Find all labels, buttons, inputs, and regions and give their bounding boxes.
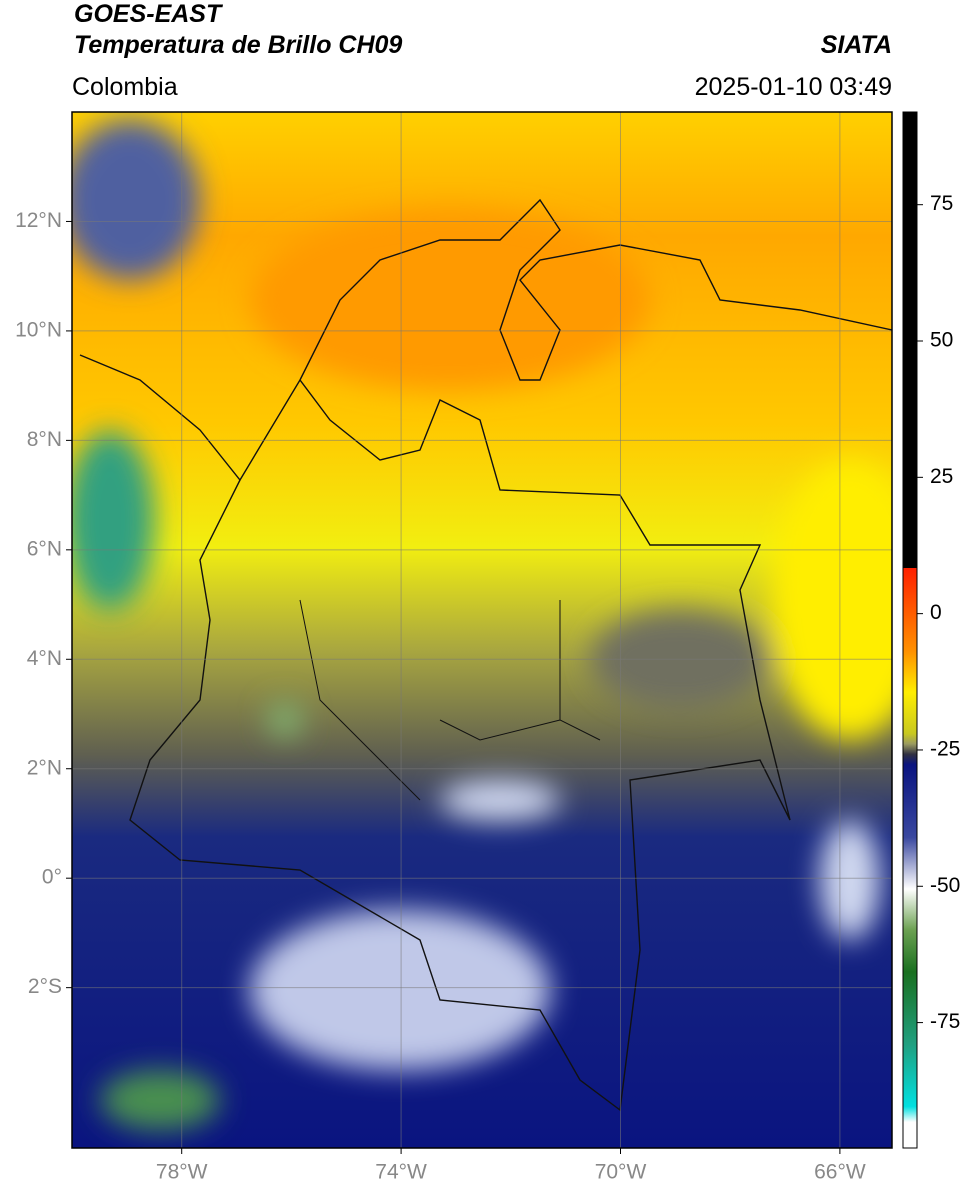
colorbar-tick-label: 50 <box>930 329 953 352</box>
colorbar-tick-label: 0 <box>930 601 942 624</box>
lat-tick-label: 8°N <box>27 428 62 451</box>
lon-tick-label: 70°W <box>595 1161 647 1184</box>
datetime: 2025-01-10 03:49 <box>695 73 892 101</box>
lon-tick-label: 78°W <box>156 1161 208 1184</box>
lat-tick-label: 10°N <box>15 318 62 341</box>
lon-tick-label: 66°W <box>814 1161 866 1184</box>
satellite-image <box>72 112 892 1148</box>
subtitle: Temperatura de Brillo CH09 <box>74 31 402 59</box>
lat-tick-label: 2°S <box>28 975 62 998</box>
region: Colombia <box>72 73 178 101</box>
colorbar-tick-label: -75 <box>930 1010 960 1033</box>
lat-tick-label: 4°N <box>27 647 62 670</box>
map-frame <box>71 111 893 1149</box>
colorbar-tick-label: -25 <box>930 738 960 761</box>
lat-tick-label: 0° <box>42 866 62 889</box>
lat-tick-label: 12°N <box>15 209 62 232</box>
lat-tick-label: 6°N <box>27 537 62 560</box>
lat-tick-label: 2°N <box>27 756 62 779</box>
colorbar-tick-label: 75 <box>930 192 953 215</box>
colorbar <box>902 111 918 1149</box>
source: SIATA <box>821 31 892 59</box>
graticule <box>66 112 892 1154</box>
colorbar-tick-label: 25 <box>930 465 953 488</box>
title: GOES-EAST <box>74 0 224 28</box>
colorbar-tick-label: -50 <box>930 874 960 897</box>
lon-tick-label: 74°W <box>375 1161 427 1184</box>
